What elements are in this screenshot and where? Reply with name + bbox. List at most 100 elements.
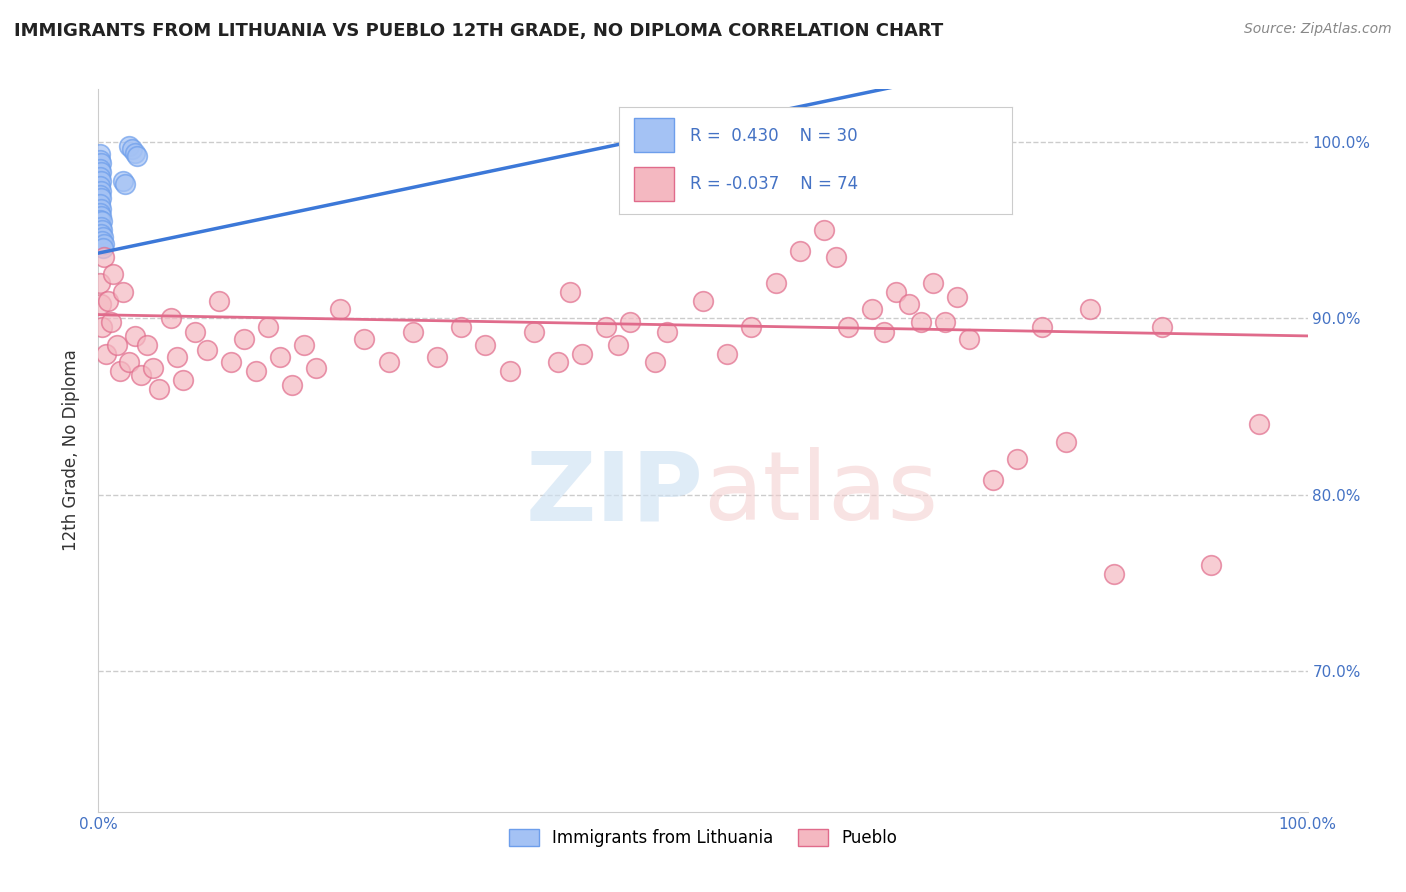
Point — [1199, 558, 1222, 572]
Text: ZIP: ZIP — [524, 447, 703, 541]
Point — [789, 244, 811, 259]
Point — [329, 302, 352, 317]
Point — [450, 320, 472, 334]
Point — [256, 320, 278, 334]
Text: R =  0.430    N = 30: R = 0.430 N = 30 — [689, 127, 858, 145]
Point — [111, 285, 134, 299]
Point — [94, 346, 117, 360]
Point — [91, 214, 114, 228]
Point — [1249, 417, 1271, 431]
Point — [607, 337, 630, 351]
Point — [148, 382, 170, 396]
Point — [91, 223, 114, 237]
Point — [105, 337, 128, 351]
Point — [946, 290, 969, 304]
Point — [897, 297, 920, 311]
Point — [426, 350, 449, 364]
Point — [108, 364, 131, 378]
Point — [89, 179, 111, 194]
Point — [89, 196, 111, 211]
Point — [825, 250, 848, 264]
Point — [90, 156, 112, 170]
Point — [886, 285, 908, 299]
Text: Source: ZipAtlas.com: Source: ZipAtlas.com — [1244, 22, 1392, 37]
Point — [97, 293, 120, 308]
Point — [873, 326, 896, 340]
Bar — [634, 118, 673, 152]
Point — [474, 337, 496, 351]
Point — [90, 209, 112, 223]
Point — [124, 145, 146, 160]
Point — [89, 188, 111, 202]
Point — [90, 165, 112, 179]
Point — [118, 138, 141, 153]
Point — [89, 153, 111, 167]
Point — [90, 191, 112, 205]
Point — [142, 360, 165, 375]
Point — [93, 237, 115, 252]
Point — [208, 293, 231, 308]
Point — [1152, 320, 1174, 334]
Point — [114, 178, 136, 192]
Point — [716, 346, 738, 360]
Point — [498, 364, 520, 378]
Point — [89, 205, 111, 219]
Text: R = -0.037    N = 74: R = -0.037 N = 74 — [689, 175, 858, 193]
Point — [1078, 302, 1101, 317]
Point — [740, 320, 762, 334]
Point — [571, 346, 593, 360]
Bar — [634, 167, 673, 202]
Point — [1007, 452, 1029, 467]
Point — [1102, 566, 1125, 581]
Point — [981, 474, 1004, 488]
Point — [957, 333, 980, 347]
Point — [89, 212, 111, 227]
Point — [89, 147, 111, 161]
Point — [121, 142, 143, 156]
Point — [1054, 434, 1077, 449]
Point — [837, 320, 859, 334]
Point — [765, 276, 787, 290]
Point — [245, 364, 267, 378]
Point — [292, 337, 315, 351]
Point — [910, 315, 932, 329]
Point — [558, 285, 581, 299]
Point — [1031, 320, 1053, 334]
Point — [89, 170, 111, 185]
Point — [129, 368, 152, 382]
Text: IMMIGRANTS FROM LITHUANIA VS PUEBLO 12TH GRADE, NO DIPLOMA CORRELATION CHART: IMMIGRANTS FROM LITHUANIA VS PUEBLO 12TH… — [14, 22, 943, 40]
Text: atlas: atlas — [703, 447, 938, 541]
Point — [921, 276, 943, 290]
Point — [124, 329, 146, 343]
Point — [353, 333, 375, 347]
Point — [813, 223, 835, 237]
Point — [118, 355, 141, 369]
Point — [91, 230, 114, 244]
Point — [127, 149, 149, 163]
Point — [93, 250, 115, 264]
Point — [221, 355, 243, 369]
Point — [655, 326, 678, 340]
Point — [90, 174, 112, 188]
Point — [89, 161, 111, 176]
Point — [100, 315, 122, 329]
Point — [91, 320, 114, 334]
Point — [91, 234, 114, 248]
Point — [269, 350, 291, 364]
Point — [377, 355, 399, 369]
Point — [101, 267, 124, 281]
Point — [160, 311, 183, 326]
Point — [402, 326, 425, 340]
Point — [111, 174, 134, 188]
Point — [195, 343, 218, 357]
Point — [692, 293, 714, 308]
Point — [166, 350, 188, 364]
Point — [547, 355, 569, 369]
Point — [595, 320, 617, 334]
Point — [934, 315, 956, 329]
Point — [860, 302, 883, 317]
Point — [523, 326, 546, 340]
Point — [172, 373, 194, 387]
Point — [90, 219, 112, 234]
Point — [281, 378, 304, 392]
